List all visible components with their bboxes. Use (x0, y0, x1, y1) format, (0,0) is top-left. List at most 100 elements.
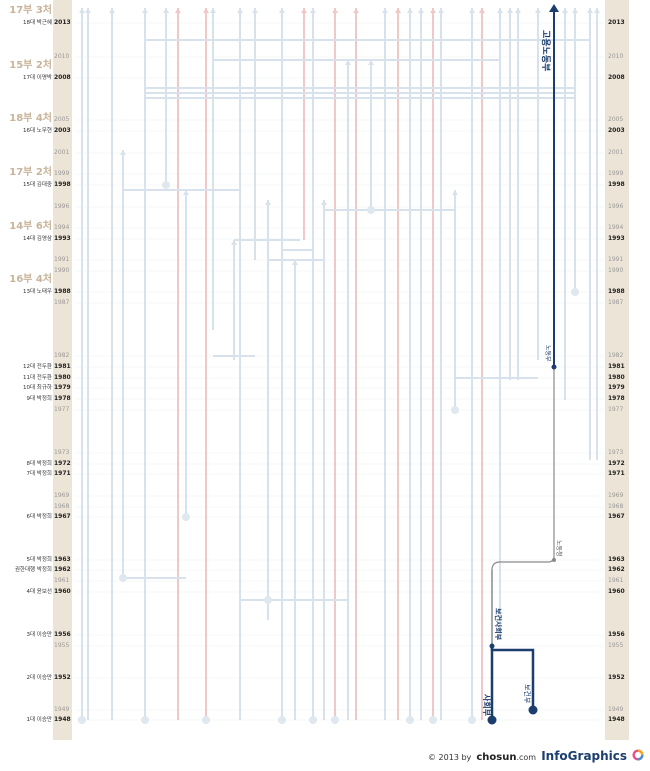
year-label-left: 1956 (54, 631, 71, 638)
president-label: 15대 김대중 (23, 182, 52, 188)
year-label-left: 1993 (54, 235, 71, 242)
faint-arrow-head (252, 8, 258, 13)
faint-ministry-node (141, 716, 149, 724)
faint-arrow-head (345, 60, 351, 65)
faint-arrow-head (395, 8, 401, 13)
year-label-right: 1977 (608, 406, 624, 413)
year-label-right: 2013 (608, 19, 625, 26)
faint-ministry-node (182, 513, 190, 521)
year-label-left: 2005 (54, 116, 70, 123)
year-label-left: 1978 (54, 395, 71, 402)
year-label-left: 2010 (54, 53, 70, 60)
year-label-left: 2008 (54, 74, 71, 81)
year-label-left: 1998 (54, 181, 71, 188)
faint-ministry-node (451, 406, 459, 414)
labor-office-line (491, 367, 555, 571)
year-label-left: 1994 (54, 224, 70, 231)
year-label-left: 1980 (54, 374, 71, 381)
year-label-left: 1967 (54, 513, 71, 520)
year-label-right: 1949 (608, 706, 624, 713)
government-period-label: 16부 4처 (9, 274, 52, 285)
faint-arrow-head (301, 8, 307, 13)
faint-arrow-head (562, 8, 568, 13)
president-label: 18대 박근혜 (23, 20, 52, 26)
employment-labor-arrow-head (549, 4, 559, 12)
faint-arrow-head (507, 8, 513, 13)
label-ministry-health-social: 보건사회부 (494, 608, 503, 641)
faint-arrow-head (203, 8, 209, 13)
label-employment-labor-ministry: 고용노동부 (540, 30, 551, 71)
year-label-left: 2001 (54, 149, 70, 156)
faint-ministry-node (162, 181, 170, 189)
label-ministry-health: 보건부 (523, 684, 532, 704)
faint-arrow-head (332, 8, 338, 13)
year-label-right: 1967 (608, 513, 625, 520)
infographics-logo-icon (632, 749, 644, 761)
faint-arrow-head (368, 60, 374, 65)
year-label-right: 1955 (608, 642, 624, 649)
year-label-right: 1963 (608, 556, 625, 563)
president-label: 17대 이명박 (23, 75, 52, 81)
year-label-right: 1969 (608, 492, 624, 499)
faint-ministry-node (429, 716, 437, 724)
faint-ministry-node (278, 716, 286, 724)
faint-ministry-node (406, 716, 414, 724)
year-label-right: 1960 (608, 588, 625, 595)
year-label-right: 1962 (608, 566, 625, 573)
president-label: 11대 전두환 (23, 375, 52, 381)
year-label-right: 1988 (608, 288, 625, 295)
faint-arrow-head (321, 200, 327, 205)
year-label-left: 1977 (54, 406, 70, 413)
right-year-sidebar (605, 0, 629, 740)
faint-arrow-head (452, 190, 458, 195)
year-label-right: 1968 (608, 503, 624, 510)
year-label-right: 1961 (608, 577, 624, 584)
year-label-right: 2010 (608, 53, 624, 60)
year-label-right: 2008 (608, 74, 625, 81)
copyright-text: © 2013 by (428, 753, 472, 762)
faint-arrow-head (163, 8, 169, 13)
faint-arrow-head (497, 8, 503, 13)
year-label-left: 1971 (54, 470, 71, 477)
year-label-left: 1981 (54, 363, 71, 370)
health-ministry-node (528, 705, 538, 715)
year-label-left: 1955 (54, 642, 70, 649)
government-period-label: 14부 6처 (9, 221, 52, 232)
faint-arrow-head (265, 200, 271, 205)
year-label-left: 1996 (54, 203, 70, 210)
president-label: 12대 전두환 (23, 364, 52, 370)
faint-ministry-node (202, 716, 210, 724)
infographics-text: InfoGraphics (541, 749, 628, 763)
label-labor-ministry: 노동부 (544, 345, 551, 362)
government-period-label: 18부 4처 (9, 113, 52, 124)
year-label-right: 1973 (608, 449, 624, 456)
president-label: 10대 최규하 (23, 385, 52, 391)
faint-arrow-head (142, 8, 148, 13)
year-label-left: 1987 (54, 299, 70, 306)
year-label-right: 2003 (608, 127, 625, 134)
label-ministry-social: 사회부 (482, 694, 492, 717)
year-label-right: 1991 (608, 256, 624, 263)
faint-arrow-head (109, 8, 115, 13)
social-ministry-node (487, 715, 497, 725)
faint-ministry-node (367, 206, 375, 214)
president-label: 7대 박정희 (26, 471, 53, 477)
year-label-left: 1969 (54, 492, 70, 499)
year-label-right: 1987 (608, 299, 624, 306)
president-label: 1대 이승만 (26, 717, 53, 723)
faint-arrow-head (175, 8, 181, 13)
year-label-left: 1961 (54, 577, 70, 584)
year-label-right: 1982 (608, 352, 624, 359)
faint-ministry-node (78, 716, 86, 724)
year-label-right: 1956 (608, 631, 625, 638)
faint-arrow-head (469, 8, 475, 13)
year-label-left: 1949 (54, 706, 70, 713)
faint-ministry-node (331, 716, 339, 724)
faint-arrow-head (183, 190, 189, 195)
year-label-right: 1990 (608, 267, 624, 274)
president-label: 4대 윤보선 (26, 589, 53, 595)
president-label: 2대 이승만 (26, 675, 53, 681)
president-label: 5대 박정희 (26, 557, 53, 563)
president-label: 13대 노태우 (23, 289, 52, 295)
year-label-left: 1991 (54, 256, 70, 263)
